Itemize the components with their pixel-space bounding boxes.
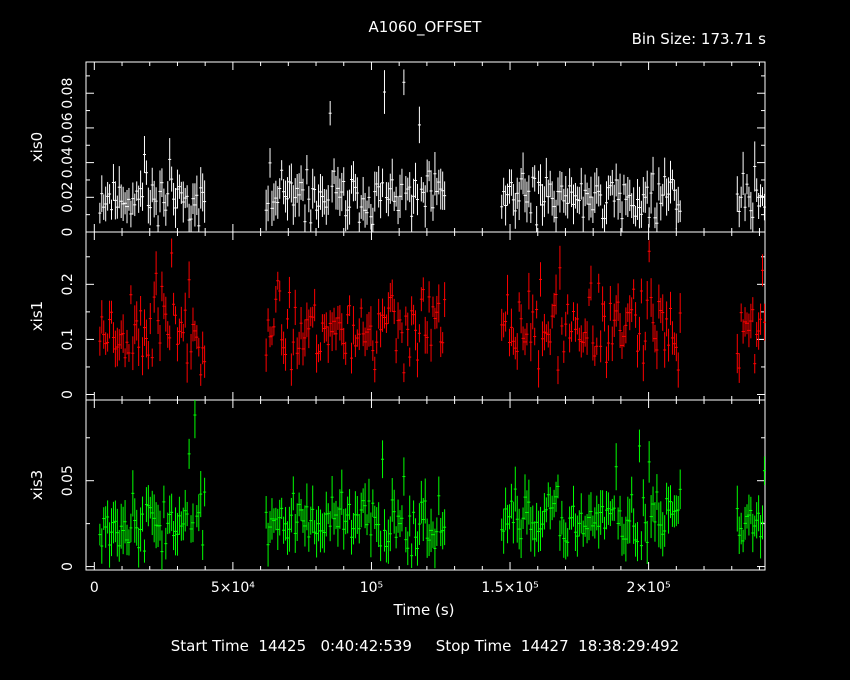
panel-frame <box>85 399 766 571</box>
stop-time: Stop Time 14427 18:38:29:492 <box>435 637 680 655</box>
y-tick-label: 0.1 <box>60 328 76 350</box>
x-tick-label: 5×10⁴ <box>211 580 255 596</box>
y-tick-label: 0.04 <box>60 147 76 178</box>
series-xis0 <box>98 69 766 232</box>
y-tick-label: 0.08 <box>60 78 76 109</box>
series-xis3 <box>98 400 766 570</box>
x-tick-label: 10⁵ <box>360 580 383 596</box>
panel-xis1: 0 0.1 0.2 xis1 <box>28 231 766 401</box>
panels-group: 0 0.02 0.04 0.06 0.08 xis0 0 0.1 0.2 xis1 0 0.05 xis… <box>28 61 766 596</box>
panel-xis3: 0 0.05 xis3 <box>28 399 766 571</box>
chart-title: A1060_OFFSET <box>368 18 482 36</box>
y-axis-label: xis1 <box>28 301 46 331</box>
y-axis-label: xis0 <box>28 132 46 162</box>
y-tick-label: 0.06 <box>60 112 76 143</box>
y-axis-label: xis3 <box>28 470 46 500</box>
x-tick-label: 0 <box>90 580 99 596</box>
x-tick-label: 2×10⁵ <box>627 580 671 596</box>
x-tick-label: 1.5×10⁵ <box>481 580 538 596</box>
y-tick-label: 0.2 <box>60 273 76 295</box>
footer-times: Start Time 14425 0:40:42:539 Stop Time 1… <box>0 637 850 655</box>
y-tick-label: 0.05 <box>60 465 76 496</box>
y-tick-label: 0 <box>60 562 76 571</box>
x-axis-label: Time (s) <box>393 601 455 619</box>
y-tick-label: 0 <box>60 228 76 237</box>
y-tick-label: 0 <box>60 390 76 399</box>
bin-size-label: Bin Size: 173.71 s <box>631 30 766 48</box>
series-xis1 <box>98 238 766 388</box>
y-tick-label: 0.02 <box>60 182 76 213</box>
panel-xis0: 0 0.02 0.04 0.06 0.08 xis0 <box>28 61 766 237</box>
start-time: Start Time 14425 0:40:42:539 <box>170 637 412 655</box>
